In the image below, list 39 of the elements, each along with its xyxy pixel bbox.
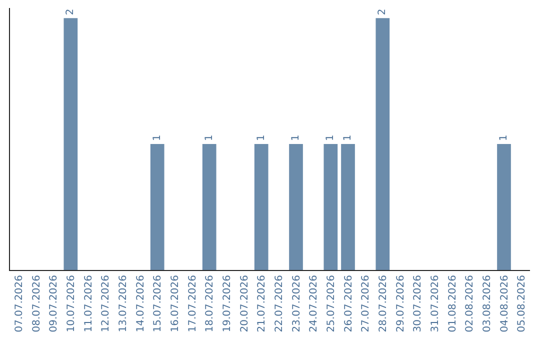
x-tick-label: 13.07.2026 — [118, 275, 129, 332]
x-tick-label: 16.07.2026 — [170, 275, 181, 332]
x-tick-label: 22.07.2026 — [274, 275, 285, 332]
x-tick-label: 17.07.2026 — [187, 275, 198, 332]
x-tick-label: 23.07.2026 — [291, 275, 302, 332]
x-tick-label: 30.07.2026 — [412, 275, 424, 332]
data-label: 1 — [204, 134, 215, 142]
x-tick-label: 04.08.2026 — [499, 275, 510, 332]
x-tick-label: 05.08.2026 — [516, 275, 528, 332]
x-tick-label: 02.08.2026 — [464, 275, 476, 332]
x-tick-label: 03.08.2026 — [482, 275, 493, 332]
x-tick-label: 19.07.2026 — [222, 275, 233, 332]
x-tick-label: 21.07.2026 — [256, 275, 268, 332]
x-tick-label: 31.07.2026 — [430, 275, 441, 332]
x-tick-label: 18.07.2026 — [204, 275, 216, 332]
x-tick-label: 14.07.2026 — [135, 275, 146, 332]
x-tick-label: 10.07.2026 — [66, 275, 77, 332]
data-label: 1 — [256, 134, 267, 142]
x-tick-label: 08.07.2026 — [31, 275, 42, 332]
x-tick-label: 20.07.2026 — [239, 275, 250, 332]
x-tick-label: 26.07.2026 — [343, 275, 354, 332]
x-tick-label: 07.07.2026 — [14, 275, 25, 332]
x-tick-label: 25.07.2026 — [326, 275, 337, 332]
x-tick-label: 09.07.2026 — [48, 275, 60, 332]
x-tick-label: 27.07.2026 — [360, 275, 372, 332]
data-label: 1 — [290, 134, 302, 142]
x-tick-label: 15.07.2026 — [152, 275, 164, 332]
data-label: 1 — [152, 134, 163, 142]
x-tick-label: 11.07.2026 — [83, 275, 94, 332]
data-label: 1 — [325, 134, 336, 142]
data-label: 1 — [498, 134, 510, 142]
data-label: 2 — [65, 8, 76, 16]
x-tick-label: 12.07.2026 — [100, 275, 112, 332]
data-label: 1 — [342, 134, 354, 142]
x-tick-label: 01.08.2026 — [447, 275, 458, 332]
x-tick-label: 24.07.2026 — [308, 275, 320, 332]
data-label: 2 — [377, 8, 388, 16]
x-tick-label: 28.07.2026 — [378, 275, 389, 332]
x-tick-label: 29.07.2026 — [395, 275, 406, 332]
